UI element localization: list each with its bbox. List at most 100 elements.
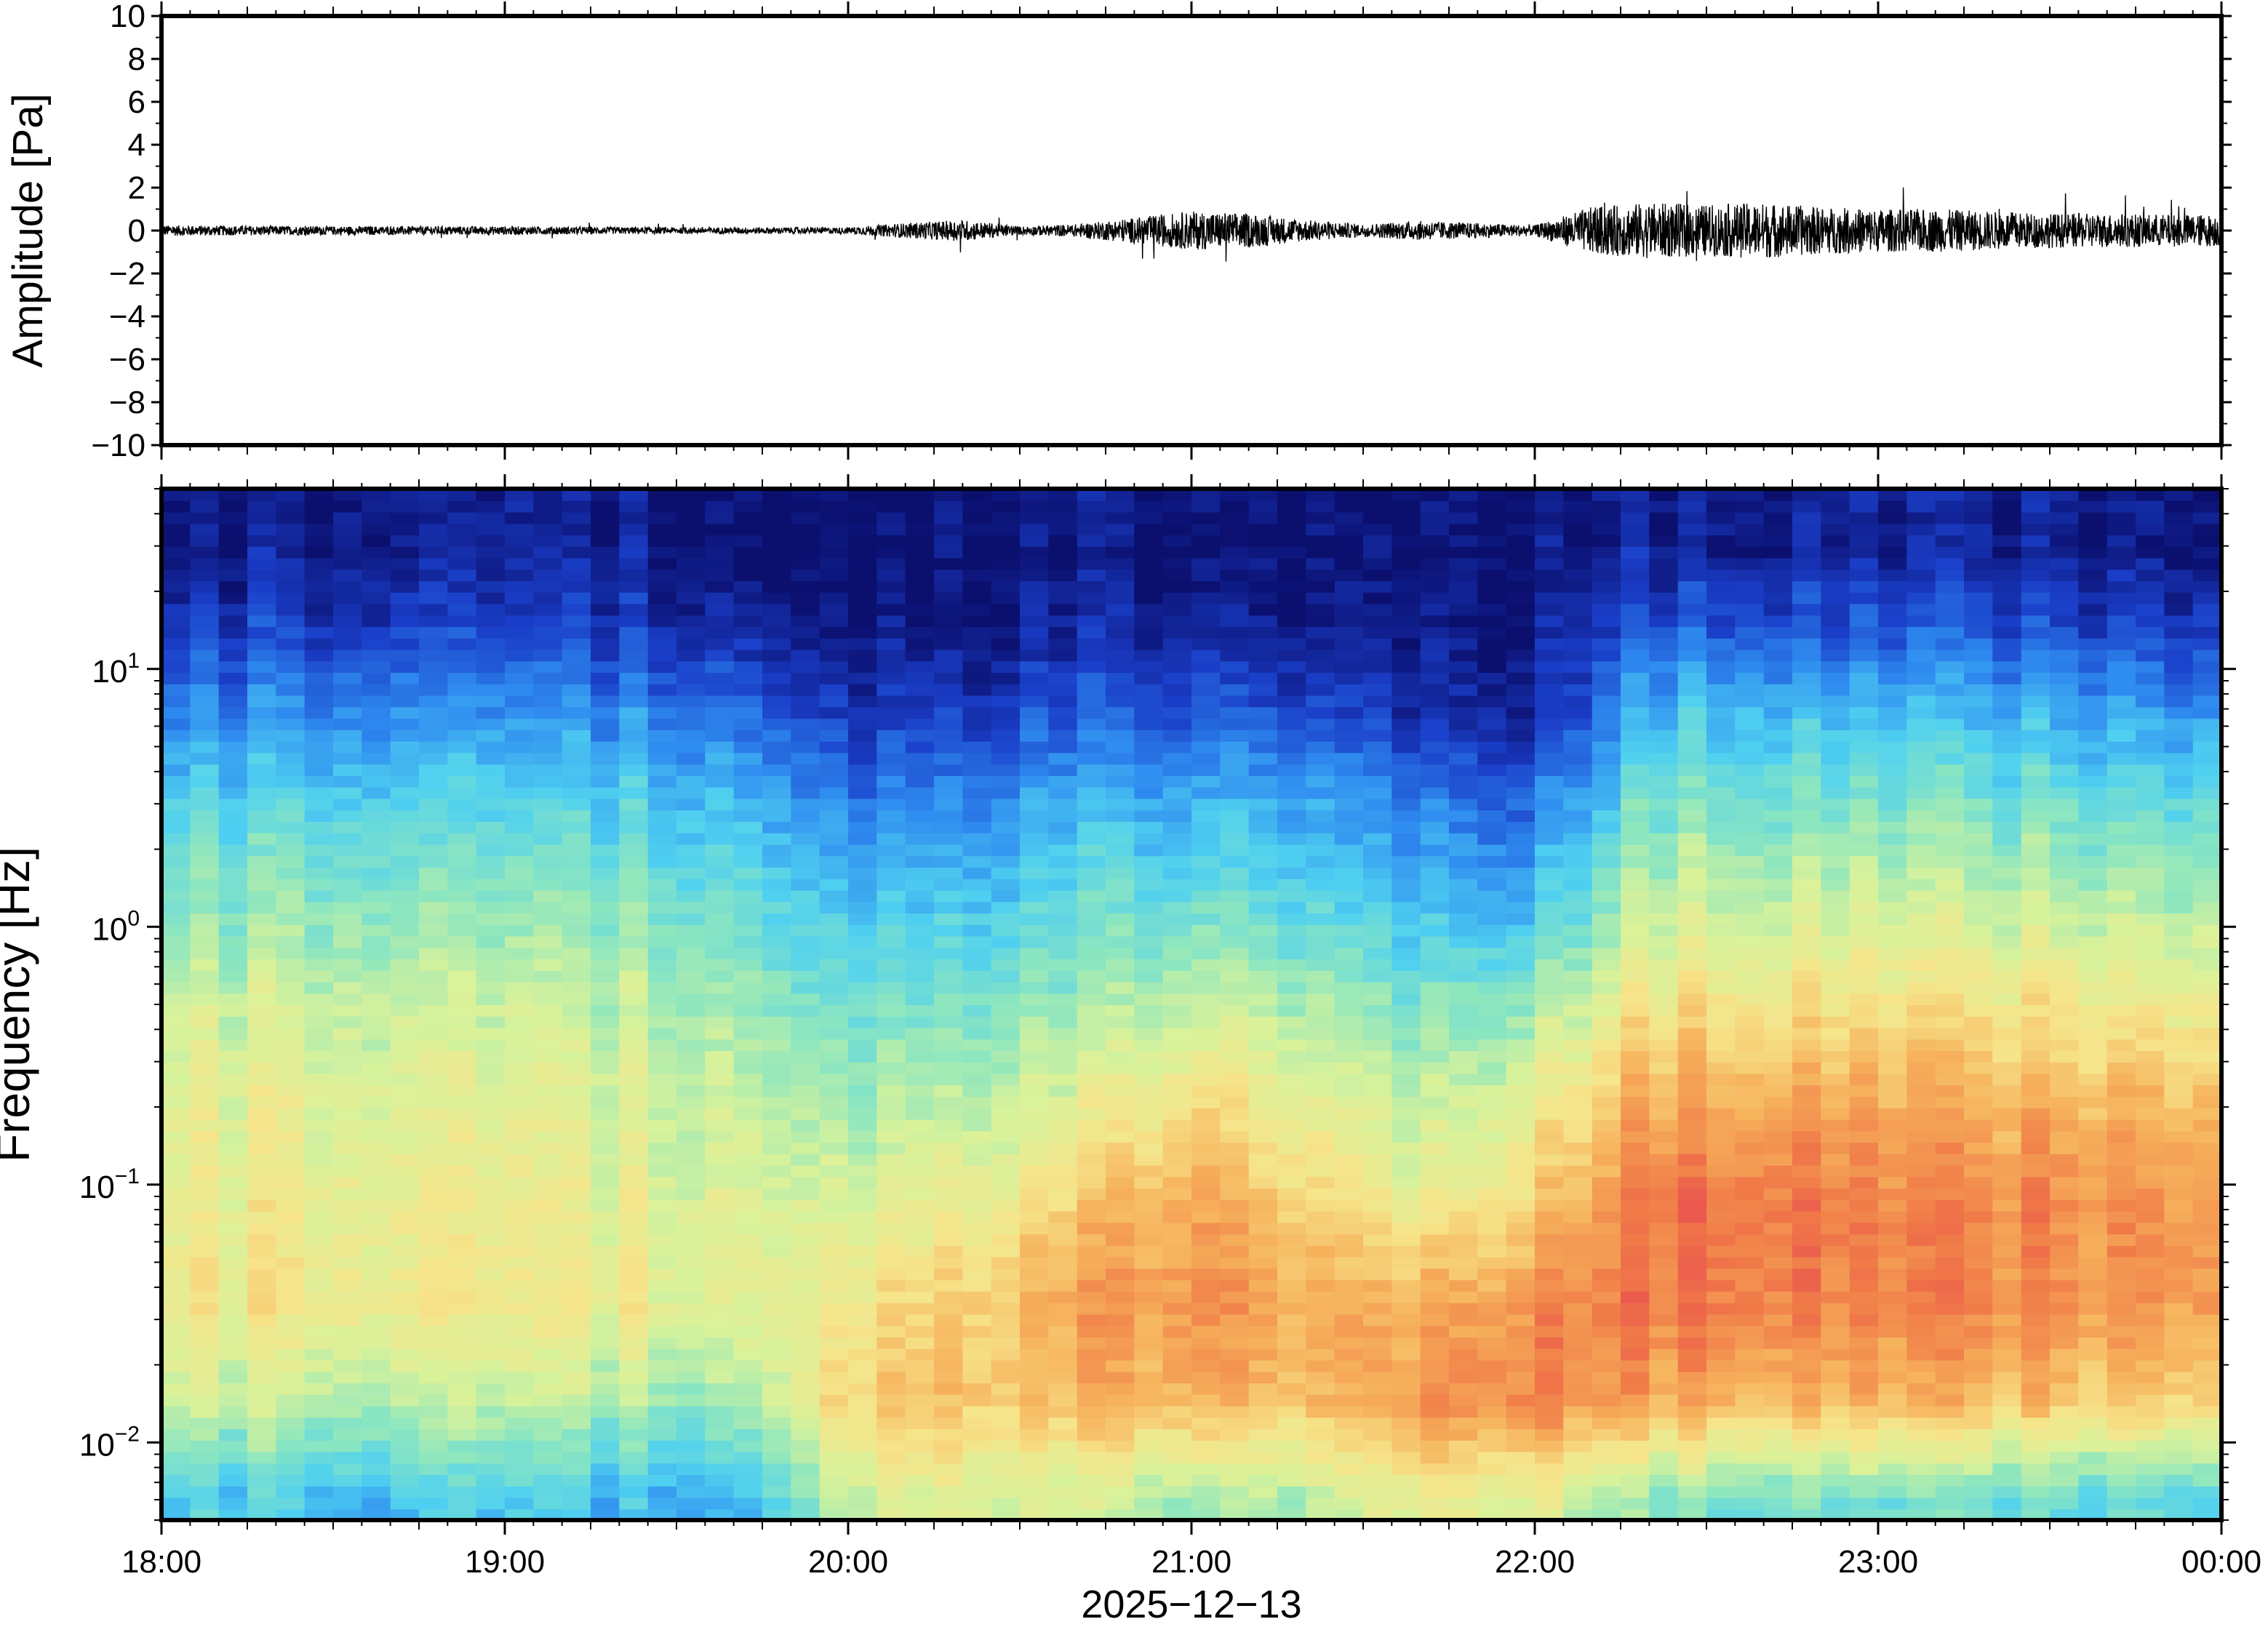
- spectrogram-cell: [1163, 1325, 1192, 1338]
- spectrogram-cell: [648, 982, 677, 994]
- spectrogram-cell: [1306, 936, 1335, 948]
- spectrogram-cell: [934, 1291, 963, 1303]
- spectrogram-cell: [1535, 936, 1564, 948]
- spectrogram-cell: [1649, 959, 1678, 971]
- spectrogram-cell: [676, 1062, 706, 1074]
- spectrogram-cell: [1077, 936, 1106, 948]
- spectrogram-cell: [1678, 1440, 1707, 1452]
- spectrogram-cell: [1277, 867, 1306, 879]
- spectrogram-cell: [419, 626, 448, 639]
- spectrogram-cell: [1277, 1440, 1306, 1452]
- spectrogram-cell: [190, 1325, 219, 1338]
- spectrogram-cell: [1191, 787, 1221, 799]
- spectrogram-cell: [1421, 1325, 1450, 1338]
- spectrogram-cell: [906, 1028, 935, 1040]
- spectrogram-cell: [906, 1257, 935, 1269]
- spectrogram-cell: [762, 1142, 791, 1154]
- spectrogram-cell: [1134, 626, 1163, 639]
- spectrogram-cell: [1449, 970, 1478, 983]
- spectrogram-cell: [419, 512, 448, 524]
- spectrogram-cell: [1477, 809, 1506, 822]
- spectrogram-cell: [1220, 1142, 1249, 1154]
- spectrogram-cell: [791, 855, 820, 868]
- spectrogram-cell: [1563, 1383, 1592, 1395]
- spectrogram-cell: [1106, 1474, 1135, 1487]
- spectrogram-cell: [276, 844, 305, 856]
- spectrogram-cell: [820, 649, 849, 662]
- spectrogram-cell: [1134, 1463, 1163, 1475]
- spectrogram-cell: [877, 764, 906, 776]
- spectrogram-cell: [591, 1130, 620, 1143]
- spectrogram-cell: [820, 1405, 849, 1418]
- spectrogram-cell: [219, 1405, 248, 1418]
- spectrogram-cell: [419, 1016, 448, 1028]
- spectrogram-cell: [906, 1314, 935, 1326]
- spectrogram-cell: [934, 729, 963, 742]
- spectrogram-cell: [705, 1394, 734, 1407]
- spectrogram-cell: [190, 546, 219, 559]
- spectrogram-cell: [1020, 512, 1049, 524]
- spectrogram-cell: [391, 1188, 420, 1200]
- spectrogram-cell: [333, 1383, 362, 1395]
- spectrogram-cell: [1449, 1211, 1478, 1223]
- spectrogram-cell: [1535, 569, 1564, 581]
- spectrogram-cell: [1592, 741, 1621, 753]
- spectrogram-cell: [1020, 1108, 1049, 1120]
- spectrogram-cell: [648, 558, 677, 570]
- spectrogram-cell: [991, 1211, 1021, 1223]
- spectrogram-cell: [734, 1498, 763, 1510]
- spectrogram-cell: [305, 1245, 334, 1258]
- spectrogram-cell: [962, 1394, 991, 1407]
- spectrogram-cell: [1134, 558, 1163, 570]
- spectrogram-cell: [1621, 638, 1650, 650]
- spectrogram-cell: [1277, 1325, 1306, 1338]
- spectrogram-cell: [962, 879, 991, 891]
- spectrogram-cell: [1249, 1142, 1278, 1154]
- spectrogram-cell: [161, 672, 191, 684]
- spectrogram-cell: [962, 833, 991, 845]
- spectrogram-cell: [934, 672, 963, 684]
- spectrogram-cell: [1134, 1417, 1163, 1429]
- spectrogram-cell: [1421, 890, 1450, 902]
- spectrogram-cell: [333, 993, 362, 1005]
- spectrogram-cell: [1134, 959, 1163, 971]
- spectrogram-cell: [305, 913, 334, 925]
- spectrogram-cell: [962, 535, 991, 547]
- spectrogram-cell: [1335, 569, 1364, 581]
- spectrogram-cell: [333, 695, 362, 708]
- spectrogram-cell: [247, 1130, 276, 1143]
- spectrogram-cell: [1535, 1279, 1564, 1292]
- spectrogram-cell: [391, 1440, 420, 1452]
- spectrogram-cell: [447, 1257, 476, 1269]
- spectrogram-cell: [991, 615, 1021, 627]
- spectrogram-cell: [533, 787, 562, 799]
- spectrogram-cell: [591, 626, 620, 639]
- spectrogram-cell: [161, 626, 191, 639]
- spectrogram-cell: [1134, 1050, 1163, 1063]
- spectrogram-cell: [1191, 638, 1221, 650]
- spectrogram-cell: [791, 1325, 820, 1338]
- spectrogram-cell: [1477, 1016, 1506, 1028]
- spectrogram-cell: [791, 1130, 820, 1143]
- spectrogram-cell: [1048, 535, 1077, 547]
- spectrogram-cell: [1535, 1154, 1564, 1166]
- spectrogram-cell: [1649, 844, 1678, 856]
- spectrogram-cell: [1506, 638, 1536, 650]
- spectrogram-cell: [419, 982, 448, 994]
- spectrogram-cell: [1020, 523, 1049, 535]
- spectrogram-cell: [1134, 672, 1163, 684]
- spectrogram-cell: [1106, 982, 1135, 994]
- spectrogram-cell: [1335, 924, 1364, 937]
- spectrogram-cell: [1077, 1291, 1106, 1303]
- spectrogram-cell: [1163, 615, 1192, 627]
- spectrogram-cell: [1306, 706, 1335, 719]
- spectrogram-cell: [419, 1417, 448, 1429]
- spectrogram-cell: [533, 798, 562, 810]
- spectrogram-cell: [1421, 1371, 1450, 1383]
- spectrogram-cell: [1363, 649, 1392, 662]
- spectrogram-cell: [877, 775, 906, 788]
- spectrogram-cell: [305, 1074, 334, 1086]
- spectrogram-cell: [190, 1199, 219, 1212]
- spectrogram-cell: [734, 1486, 763, 1498]
- spectrogram-cell: [991, 741, 1021, 753]
